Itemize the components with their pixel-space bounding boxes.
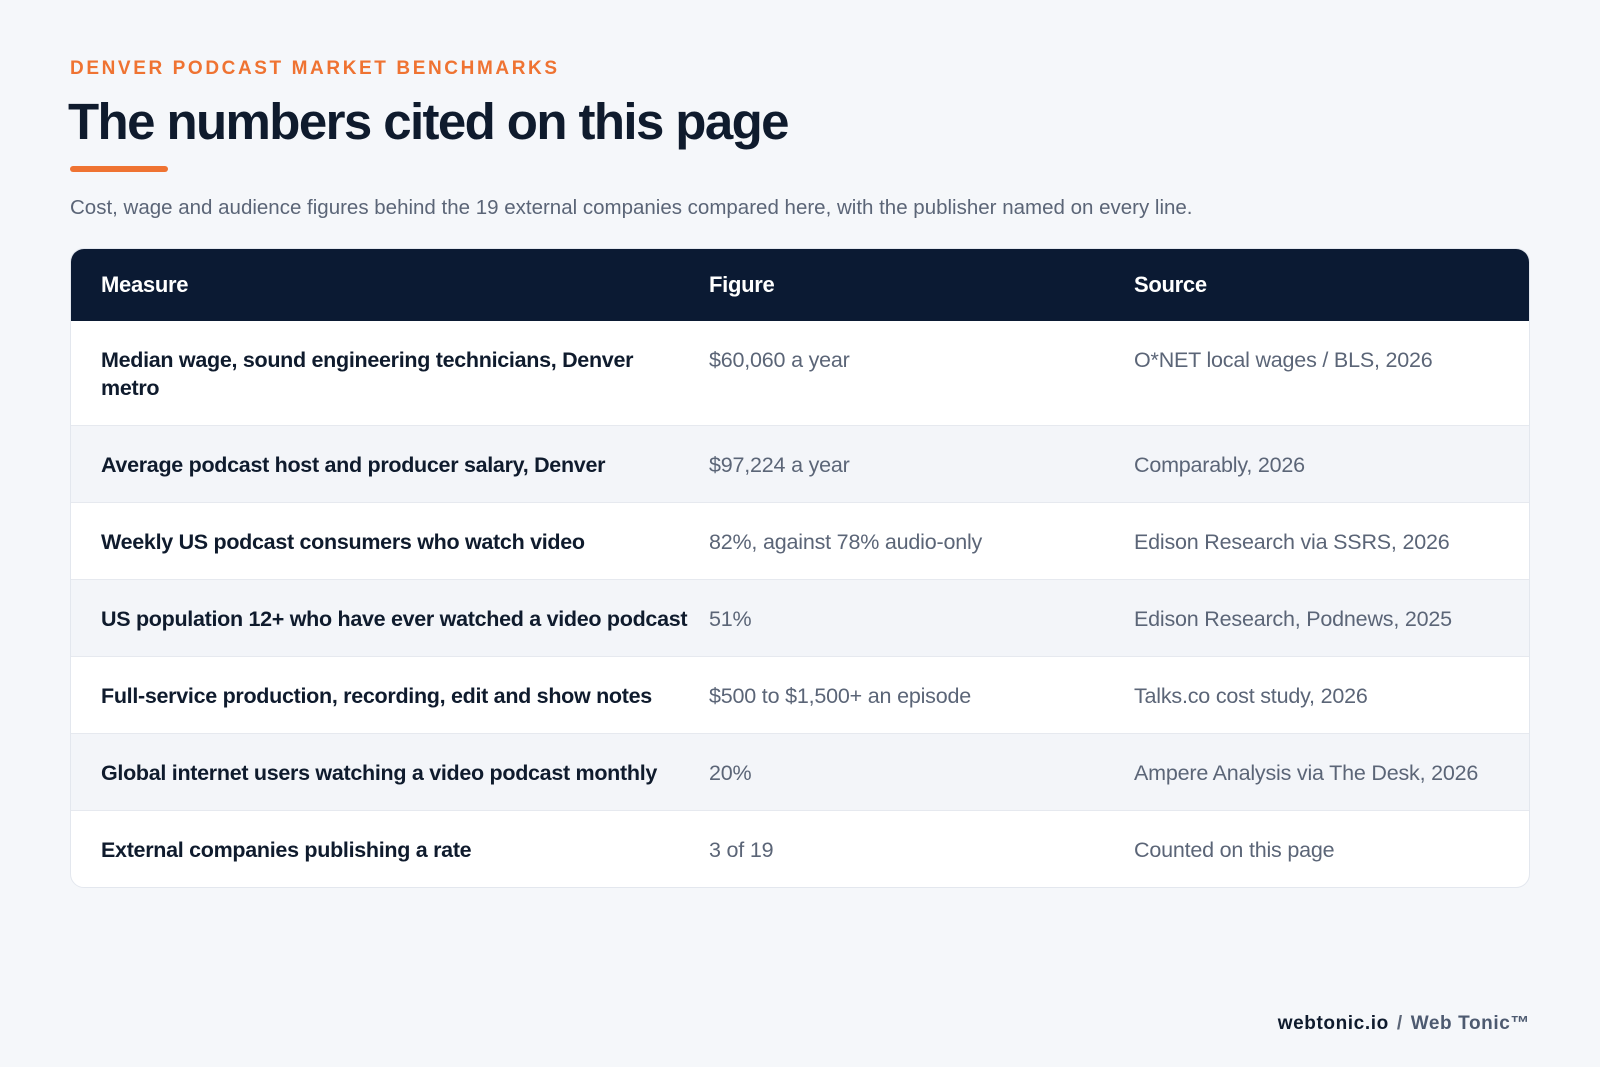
table-row: US population 12+ who have ever watched …	[71, 579, 1529, 656]
page-title: The numbers cited on this page	[68, 93, 790, 150]
source-cell: Comparably, 2026	[1134, 453, 1305, 477]
column-header-measure: Measure	[101, 272, 189, 297]
table-body: Median wage, sound engineering technicia…	[71, 321, 1529, 887]
measure-cell: Median wage, sound engineering technicia…	[101, 348, 634, 400]
source-cell: Counted on this page	[1134, 838, 1335, 862]
table-row: External companies publishing a rate 3 o…	[71, 810, 1529, 887]
eyebrow-label: DENVER PODCAST MARKET BENCHMARKS	[70, 58, 560, 79]
source-cell: Ampere Analysis via The Desk, 2026	[1134, 761, 1479, 785]
footer-separator: /	[1396, 1013, 1403, 1034]
figure-cell: $500 to $1,500+ an episode	[709, 684, 971, 708]
benchmarks-table: Measure Figure Source Median wage, sound…	[70, 248, 1530, 888]
footer-domain-link[interactable]: webtonic.io	[1277, 1013, 1389, 1034]
measure-cell: US population 12+ who have ever watched …	[101, 607, 688, 631]
measure-cell: Weekly US podcast consumers who watch vi…	[101, 530, 585, 554]
table-row: Weekly US podcast consumers who watch vi…	[71, 502, 1529, 579]
table-row: Median wage, sound engineering technicia…	[71, 321, 1529, 425]
column-header-figure: Figure	[709, 272, 775, 297]
table-row: Average podcast host and producer salary…	[71, 425, 1529, 502]
measure-cell: Global internet users watching a video p…	[101, 761, 658, 785]
table-row: Full-service production, recording, edit…	[71, 656, 1529, 733]
source-cell: Edison Research, Podnews, 2025	[1134, 607, 1452, 631]
source-cell: O*NET local wages / BLS, 2026	[1134, 348, 1433, 372]
source-cell: Talks.co cost study, 2026	[1134, 684, 1368, 708]
footer-credit: webtonic.io / Web Tonic™	[1278, 1013, 1530, 1035]
page-subtitle: Cost, wage and audience figures behind t…	[70, 196, 1193, 219]
table-row: Global internet users watching a video p…	[71, 733, 1529, 810]
figure-cell: 20%	[709, 761, 752, 785]
figure-cell: 51%	[709, 607, 752, 631]
measure-cell: Average podcast host and producer salary…	[101, 453, 606, 477]
figure-cell: $60,060 a year	[709, 348, 850, 372]
figure-cell: 82%, against 78% audio-only	[709, 530, 983, 554]
table-header: Measure Figure Source	[71, 249, 1529, 321]
column-header-source: Source	[1134, 272, 1207, 297]
measure-cell: External companies publishing a rate	[101, 838, 472, 862]
footer-brand: Web Tonic™	[1410, 1013, 1530, 1034]
measure-cell: Full-service production, recording, edit…	[101, 684, 652, 708]
figure-cell: 3 of 19	[709, 838, 774, 862]
title-accent-rule	[70, 166, 168, 172]
source-cell: Edison Research via SSRS, 2026	[1134, 530, 1450, 554]
figure-cell: $97,224 a year	[709, 453, 850, 477]
